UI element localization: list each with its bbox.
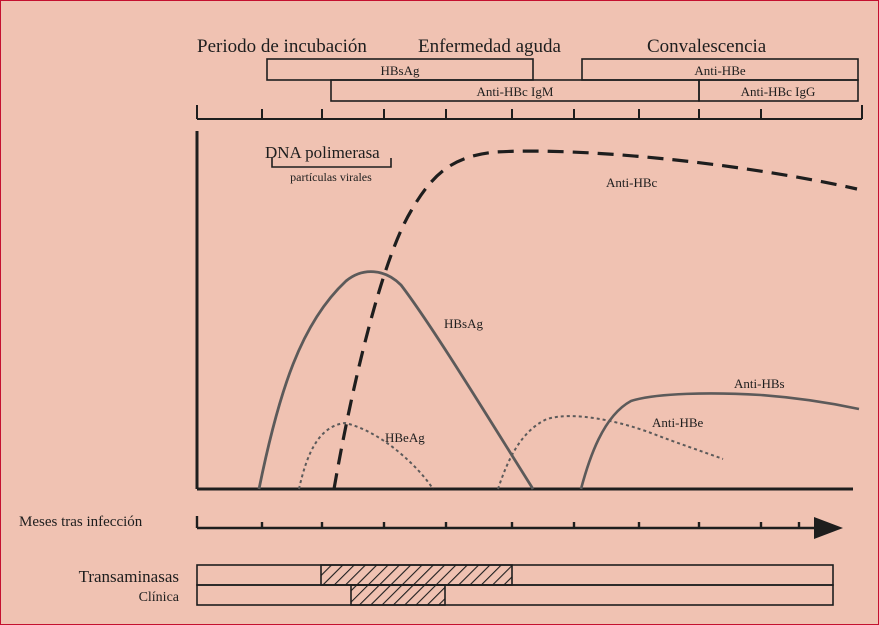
chart-axes xyxy=(195,131,853,491)
anti-hbe-curve-label: Anti-HBe xyxy=(652,415,704,430)
phase-incubation-label: Periodo de incubación xyxy=(197,36,367,57)
hbeag-curve-label: HBeAg xyxy=(385,430,425,445)
time-axis xyxy=(195,516,819,530)
dna-polymerase-bracket xyxy=(271,158,392,168)
anti-hbc-curve xyxy=(332,149,858,490)
anti-hbe-curve xyxy=(497,415,724,490)
anti-hbc-igm-bar-label: Anti-HBc IgM xyxy=(477,84,554,99)
hbsag-bar-label: HBsAg xyxy=(380,63,420,78)
viral-particles-label: partículas virales xyxy=(290,170,372,184)
phase-acute-label: Enfermedad aguda xyxy=(418,36,562,57)
dna-polymerase-label: DNA polimerasa xyxy=(265,143,380,162)
clinical-bar xyxy=(196,584,834,606)
anti-hbs-curve-label: Anti-HBs xyxy=(734,376,785,391)
transaminases-elevated-period xyxy=(320,564,513,586)
hbsag-curve xyxy=(257,270,535,490)
anti-hbe-bar-label: Anti-HBe xyxy=(694,63,746,78)
upper-tick-ruler xyxy=(196,105,863,120)
transaminases-label: Transaminasas xyxy=(79,567,179,586)
clinical-symptomatic-period xyxy=(350,584,446,606)
marker-bars xyxy=(266,58,859,102)
clinical-label: Clínica xyxy=(139,590,180,605)
anti-hbc-igg-bar xyxy=(698,79,859,102)
anti-hbc-igg-bar-label: Anti-HBc IgG xyxy=(741,84,816,99)
anti-hbc-curve-label: Anti-HBc xyxy=(606,175,658,190)
phase-convalescence-label: Convalescencia xyxy=(647,36,767,57)
time-axis-arrowhead xyxy=(814,517,843,539)
time-axis-label: Meses tras infección xyxy=(19,514,143,530)
hbsag-curve-label: HBsAg xyxy=(444,316,484,331)
anti-hbs-curve xyxy=(579,392,860,490)
hbeag-curve xyxy=(298,421,434,490)
